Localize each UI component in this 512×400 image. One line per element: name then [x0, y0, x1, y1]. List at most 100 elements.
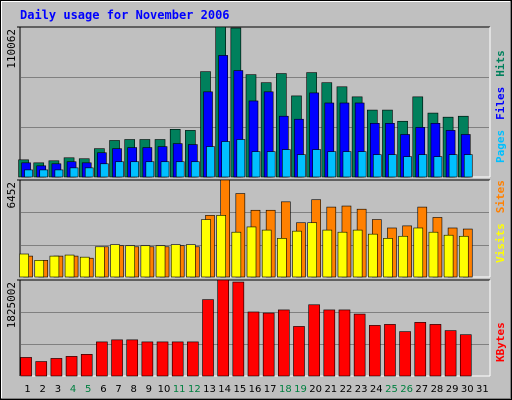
x-tick-label: 17 [264, 384, 277, 395]
bar [50, 358, 63, 377]
x-tick-label: 8 [131, 384, 137, 395]
x-tick-label: 27 [415, 384, 428, 395]
bar [413, 227, 424, 278]
y-tick-label: 110062 [5, 29, 18, 69]
x-tick-label: 15 [233, 384, 246, 395]
x-tick-label: 25 [385, 384, 398, 395]
bar [202, 299, 214, 377]
bar [217, 279, 229, 377]
bar [292, 230, 302, 278]
bar [277, 238, 287, 278]
bar [262, 312, 275, 377]
bar [216, 215, 226, 278]
bar [160, 161, 170, 178]
bar [95, 246, 105, 278]
bar [39, 169, 49, 178]
bar [444, 330, 457, 377]
bar [79, 256, 90, 278]
legend-entry: Pages [494, 130, 507, 163]
bar [232, 281, 245, 377]
x-tick-label: 26 [400, 384, 413, 395]
x-tick-label: 9 [146, 384, 152, 395]
bar [246, 226, 257, 278]
bar [266, 151, 276, 178]
x-tick-label: 29 [446, 384, 459, 395]
bar [297, 154, 306, 178]
bar [125, 245, 136, 278]
x-tick-label: 31 [476, 384, 489, 395]
x-tick-label: 13 [203, 384, 216, 395]
bar [459, 334, 472, 377]
bar [115, 161, 124, 178]
bar [19, 253, 29, 278]
bar [388, 154, 397, 178]
bar [429, 324, 442, 377]
bar [130, 161, 140, 178]
bar [231, 231, 242, 278]
bar [84, 167, 94, 178]
x-tick-label: 7 [115, 384, 121, 395]
bar [34, 260, 45, 278]
bar [111, 339, 123, 377]
bar [170, 244, 181, 278]
legend-entry: Visits [494, 223, 507, 263]
x-tick-label: 28 [431, 384, 444, 395]
bar [251, 151, 261, 178]
bar [110, 244, 120, 278]
bar [399, 331, 411, 377]
bar [282, 149, 291, 178]
bar [96, 341, 108, 377]
x-tick-label: 30 [461, 384, 474, 395]
bar [80, 354, 93, 377]
bar [433, 156, 443, 178]
bar [145, 161, 155, 178]
bar [293, 326, 305, 377]
bar [383, 238, 393, 278]
bar [236, 139, 246, 178]
bar [20, 357, 32, 377]
x-tick-label: 12 [188, 384, 201, 395]
bar [367, 233, 378, 278]
bar [323, 309, 336, 377]
legend-entry: KBytes [494, 322, 507, 362]
y-tick-label: 6452 [5, 182, 18, 209]
bar [308, 304, 320, 377]
x-tick-label: 24 [370, 384, 383, 395]
bar [372, 154, 382, 178]
bar [337, 231, 348, 278]
chart-title: Daily usage for November 2006 [20, 8, 230, 22]
x-tick-label: 5 [85, 384, 91, 395]
bar [141, 341, 154, 377]
bar [54, 169, 64, 178]
bar [322, 229, 333, 278]
bar [448, 154, 458, 178]
x-tick-label: 2 [40, 384, 46, 395]
bar [155, 245, 166, 278]
bar [261, 229, 272, 278]
x-tick-label: 19 [294, 384, 307, 395]
y-tick-label: 1825002 [5, 282, 18, 328]
bar [278, 309, 290, 377]
bar [312, 149, 321, 178]
bar [384, 324, 396, 377]
x-tick-label: 16 [249, 384, 262, 395]
bar [35, 361, 48, 377]
bar [156, 341, 169, 377]
bar [175, 161, 185, 178]
bar [171, 341, 184, 377]
x-tick-label: 23 [355, 384, 368, 395]
x-tick-label: 21 [324, 384, 337, 395]
bar [403, 156, 412, 178]
bar [398, 235, 408, 278]
x-tick-label: 4 [70, 384, 76, 395]
x-tick-label: 20 [309, 384, 322, 395]
x-tick-label: 1 [24, 384, 30, 395]
bar [49, 255, 60, 278]
bar [64, 254, 75, 278]
bar [201, 219, 211, 278]
bar [247, 311, 260, 377]
bar [458, 235, 469, 278]
bar [463, 154, 473, 178]
x-tick-label: 3 [55, 384, 61, 395]
